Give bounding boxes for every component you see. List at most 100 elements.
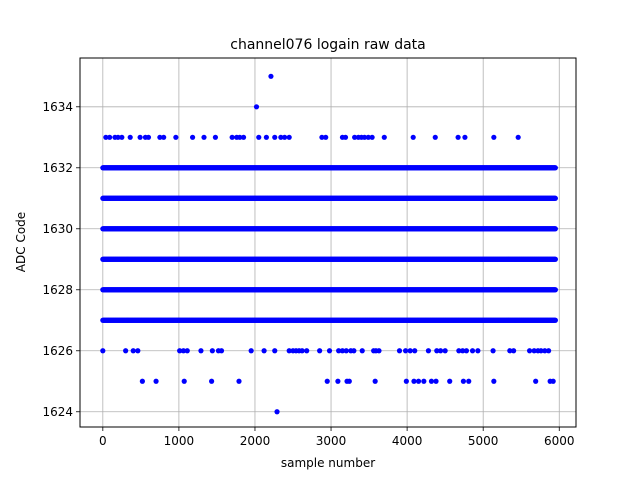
data-point: [130, 348, 136, 354]
data-point: [463, 348, 470, 354]
x-tick-label: 1000: [164, 434, 195, 448]
data-point: [466, 378, 472, 384]
data-point: [538, 348, 544, 354]
data-point: [317, 348, 323, 354]
data-point: [550, 378, 556, 384]
chart-title: channel076 logain raw data: [230, 37, 425, 53]
data-point: [531, 348, 537, 354]
data-point: [425, 348, 432, 354]
data-point: [123, 348, 129, 354]
data-point: [263, 134, 269, 140]
data-point: [491, 134, 497, 140]
plot-frame: [79, 57, 577, 428]
data-point: [268, 73, 274, 79]
data-point: [346, 378, 352, 384]
data-point: [407, 348, 413, 354]
data-point: [335, 378, 341, 384]
data-point: [198, 348, 204, 354]
y-tick-label: 1630: [42, 222, 73, 236]
data-point: [369, 134, 375, 140]
data-point: [428, 378, 435, 384]
data-point: [248, 348, 254, 354]
data-point: [229, 134, 235, 140]
data-point: [434, 348, 440, 354]
data-point: [304, 348, 310, 354]
y-tick-label: 1626: [42, 344, 73, 358]
data-point: [421, 378, 427, 384]
data-point: [107, 134, 113, 140]
data-point: [460, 378, 467, 384]
data-point: [324, 378, 330, 384]
data-point: [161, 134, 167, 140]
x-tick-label: 6000: [544, 434, 575, 448]
data-point: [403, 378, 409, 384]
data-point: [533, 378, 539, 384]
data-point: [184, 348, 190, 354]
data-point: [115, 134, 121, 140]
data-point: [542, 348, 548, 354]
y-tick-label: 1628: [42, 283, 73, 297]
data-point: [552, 226, 558, 232]
data-point: [411, 378, 417, 384]
x-tick-label: 5000: [468, 434, 499, 448]
data-point: [212, 134, 219, 140]
data-point: [236, 378, 242, 384]
axis-ticks: 0 1000 2000 3000 4000 5000 6000 1624 1626 1628 163…: [42, 100, 574, 448]
data-point: [135, 348, 141, 354]
data-point: [272, 348, 278, 354]
data-point: [240, 134, 247, 140]
data-point: [552, 287, 558, 293]
data-point: [402, 348, 409, 354]
data-point: [490, 348, 496, 354]
data-point: [491, 378, 497, 384]
x-axis-label: sample number: [281, 456, 375, 470]
data-point: [455, 134, 461, 140]
data-point: [462, 134, 468, 140]
y-tick-label: 1634: [42, 100, 73, 114]
data-point: [339, 348, 346, 354]
data-point: [153, 378, 159, 384]
data-point: [261, 348, 267, 354]
data-point: [189, 134, 196, 140]
data-point: [552, 195, 558, 201]
data-point: [253, 104, 260, 110]
data-point: [460, 348, 466, 354]
x-tick-label: 3000: [316, 434, 347, 448]
data-point: [237, 134, 243, 140]
data-point: [365, 134, 371, 140]
data-point: [475, 348, 481, 354]
data-point: [218, 348, 225, 354]
data-point: [432, 134, 438, 140]
data-point: [177, 348, 183, 354]
data-point: [256, 134, 262, 140]
data-point: [437, 348, 444, 354]
data-point: [552, 317, 558, 323]
y-axis-label: ADC Code: [14, 212, 28, 272]
data-point: [447, 378, 453, 384]
data-point: [157, 134, 163, 140]
data-point: [201, 134, 207, 140]
data-point: [396, 348, 403, 354]
data-point: [511, 348, 517, 354]
data-point: [456, 348, 462, 354]
data-point: [145, 134, 152, 140]
data-point: [415, 378, 422, 384]
data-point: [180, 348, 187, 354]
data-point: [552, 165, 558, 171]
data-point: [127, 134, 133, 140]
data-point: [139, 378, 145, 384]
data-point: [209, 378, 215, 384]
data-point: [103, 134, 109, 140]
data-point: [433, 378, 439, 384]
data-point: [137, 134, 143, 140]
data-point: [209, 348, 215, 354]
data-point: [359, 348, 365, 354]
data-point: [319, 134, 325, 140]
data-point: [372, 378, 378, 384]
data-point: [507, 348, 513, 354]
data-point: [336, 348, 342, 354]
data-point: [286, 348, 292, 354]
data-point: [119, 134, 125, 140]
